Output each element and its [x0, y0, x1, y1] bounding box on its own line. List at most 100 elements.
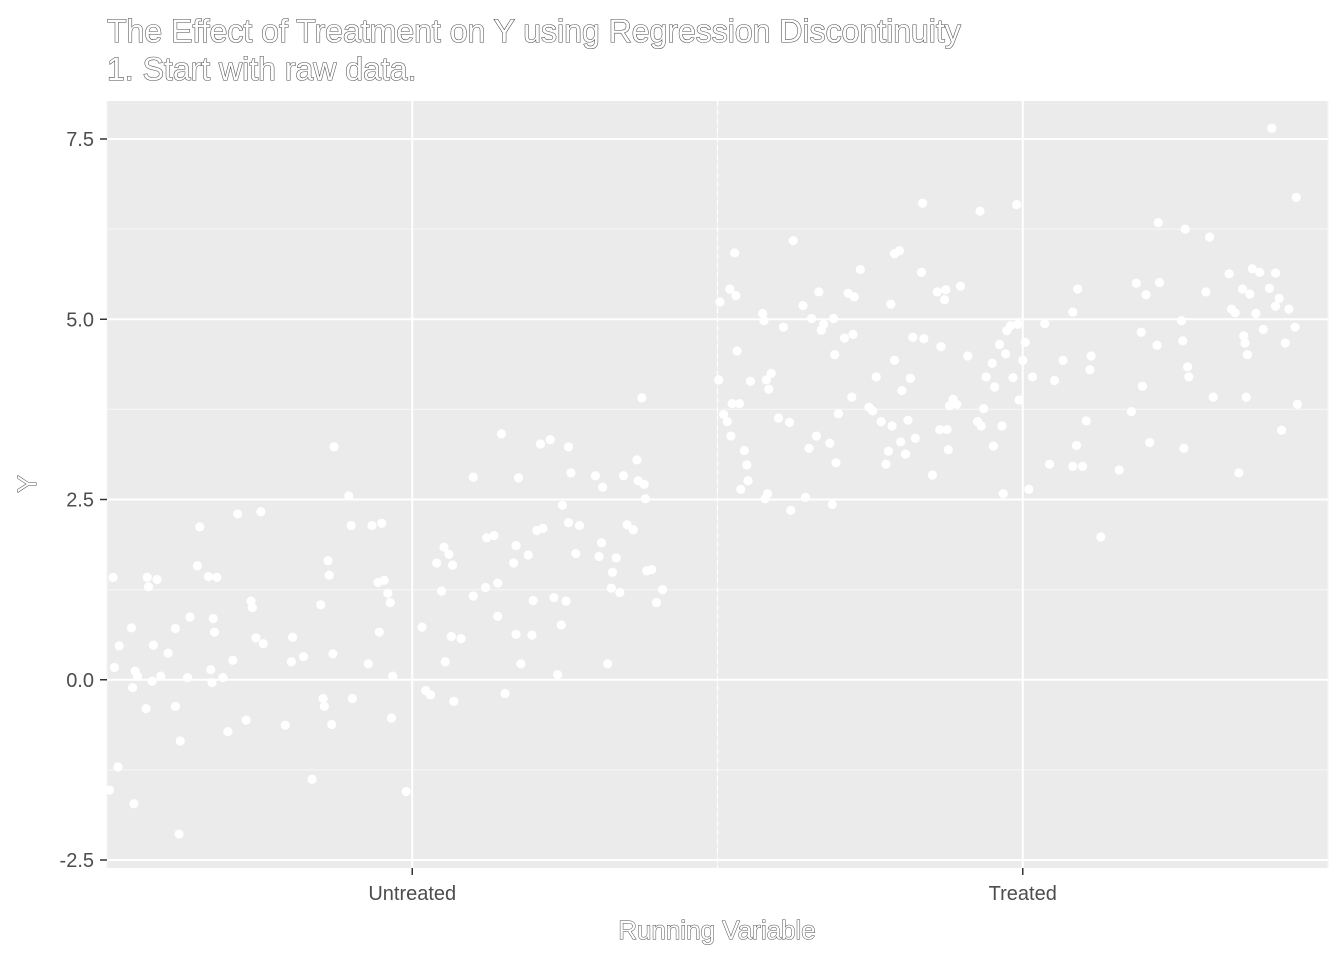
data-point: [185, 612, 195, 622]
data-point: [729, 248, 740, 258]
data-point: [896, 437, 906, 447]
data-point: [113, 762, 123, 772]
data-point: [367, 520, 377, 531]
data-point: [936, 342, 946, 352]
data-point: [1270, 301, 1281, 311]
data-point: [1137, 381, 1148, 391]
data-point: [1245, 289, 1255, 299]
data-point: [773, 413, 784, 423]
data-point: [727, 399, 737, 409]
data-point: [1237, 284, 1248, 294]
data-point: [496, 429, 506, 439]
data-point: [1081, 416, 1091, 426]
data-point: [833, 409, 843, 419]
data-point: [743, 476, 753, 486]
data-point: [889, 355, 900, 365]
data-point: [280, 720, 290, 730]
data-point: [132, 671, 143, 681]
x-axis-title: Running Variable: [618, 915, 816, 945]
data-point: [876, 417, 886, 427]
data-point: [468, 472, 478, 482]
data-point: [1068, 461, 1078, 471]
data-point: [508, 558, 519, 568]
data-point: [1077, 461, 1088, 471]
data-point: [563, 517, 574, 528]
data-point: [955, 281, 966, 291]
y-tick-label: 2.5: [66, 490, 94, 512]
data-point: [1251, 308, 1261, 319]
data-point: [990, 382, 1000, 392]
data-point: [1292, 399, 1303, 409]
data-point: [941, 285, 951, 295]
data-point: [192, 561, 202, 571]
data-point: [847, 392, 857, 402]
y-tick-label: 0.0: [66, 670, 94, 692]
data-point: [830, 349, 840, 360]
data-point: [557, 500, 568, 510]
data-point: [1204, 232, 1215, 242]
data-point: [152, 574, 162, 585]
data-point: [745, 376, 756, 386]
data-point: [825, 438, 835, 448]
data-point: [1280, 338, 1290, 348]
data-point: [208, 613, 218, 624]
data-point: [287, 632, 298, 642]
data-point: [1208, 392, 1218, 402]
data-point: [456, 634, 466, 644]
data-point: [932, 287, 942, 297]
data-point: [603, 659, 613, 669]
data-point: [598, 482, 608, 492]
data-point: [126, 623, 137, 633]
data-point: [897, 386, 907, 396]
data-point: [307, 774, 317, 784]
data-point: [379, 575, 389, 585]
data-point: [798, 300, 808, 311]
data-point: [1126, 406, 1137, 417]
data-point: [258, 639, 268, 649]
data-point: [919, 334, 929, 344]
data-point: [657, 585, 668, 595]
data-point: [386, 713, 397, 723]
data-point: [447, 560, 458, 570]
data-point: [742, 460, 752, 470]
data-point: [819, 319, 829, 329]
data-point: [800, 492, 811, 502]
data-point: [828, 313, 839, 324]
data-point: [1154, 277, 1165, 288]
data-point: [347, 693, 358, 704]
data-point: [719, 409, 729, 420]
data-point: [976, 421, 986, 431]
data-point: [109, 662, 119, 673]
y-axis: -2.5 0.0 2.5 5.0 7.5: [60, 129, 107, 872]
data-point: [552, 670, 563, 680]
data-point: [1240, 338, 1250, 348]
data-point: [1255, 267, 1265, 277]
data-point: [323, 556, 333, 566]
data-point: [574, 520, 585, 531]
data-point: [788, 236, 798, 246]
data-point: [952, 399, 962, 409]
data-point: [1049, 375, 1060, 386]
data-point: [1182, 362, 1193, 372]
data-point: [848, 329, 858, 339]
data-point: [975, 206, 985, 216]
data-point: [1085, 365, 1095, 375]
data-point: [739, 445, 749, 456]
data-point: [943, 445, 953, 455]
data-point: [725, 284, 735, 294]
data-point: [383, 588, 393, 598]
data-point: [1114, 465, 1124, 475]
data-point: [513, 473, 524, 483]
data-point: [1291, 192, 1301, 203]
data-point: [1184, 372, 1194, 382]
data-point: [329, 442, 339, 452]
data-point: [849, 292, 859, 302]
data-point: [377, 518, 387, 528]
data-point: [894, 246, 905, 256]
data-point: [784, 417, 795, 427]
data-point: [1201, 287, 1211, 297]
data-point: [871, 372, 881, 382]
data-point: [212, 572, 222, 582]
x-axis: Untreated Treated: [368, 868, 1057, 905]
x-tick-label: Treated: [989, 883, 1057, 905]
